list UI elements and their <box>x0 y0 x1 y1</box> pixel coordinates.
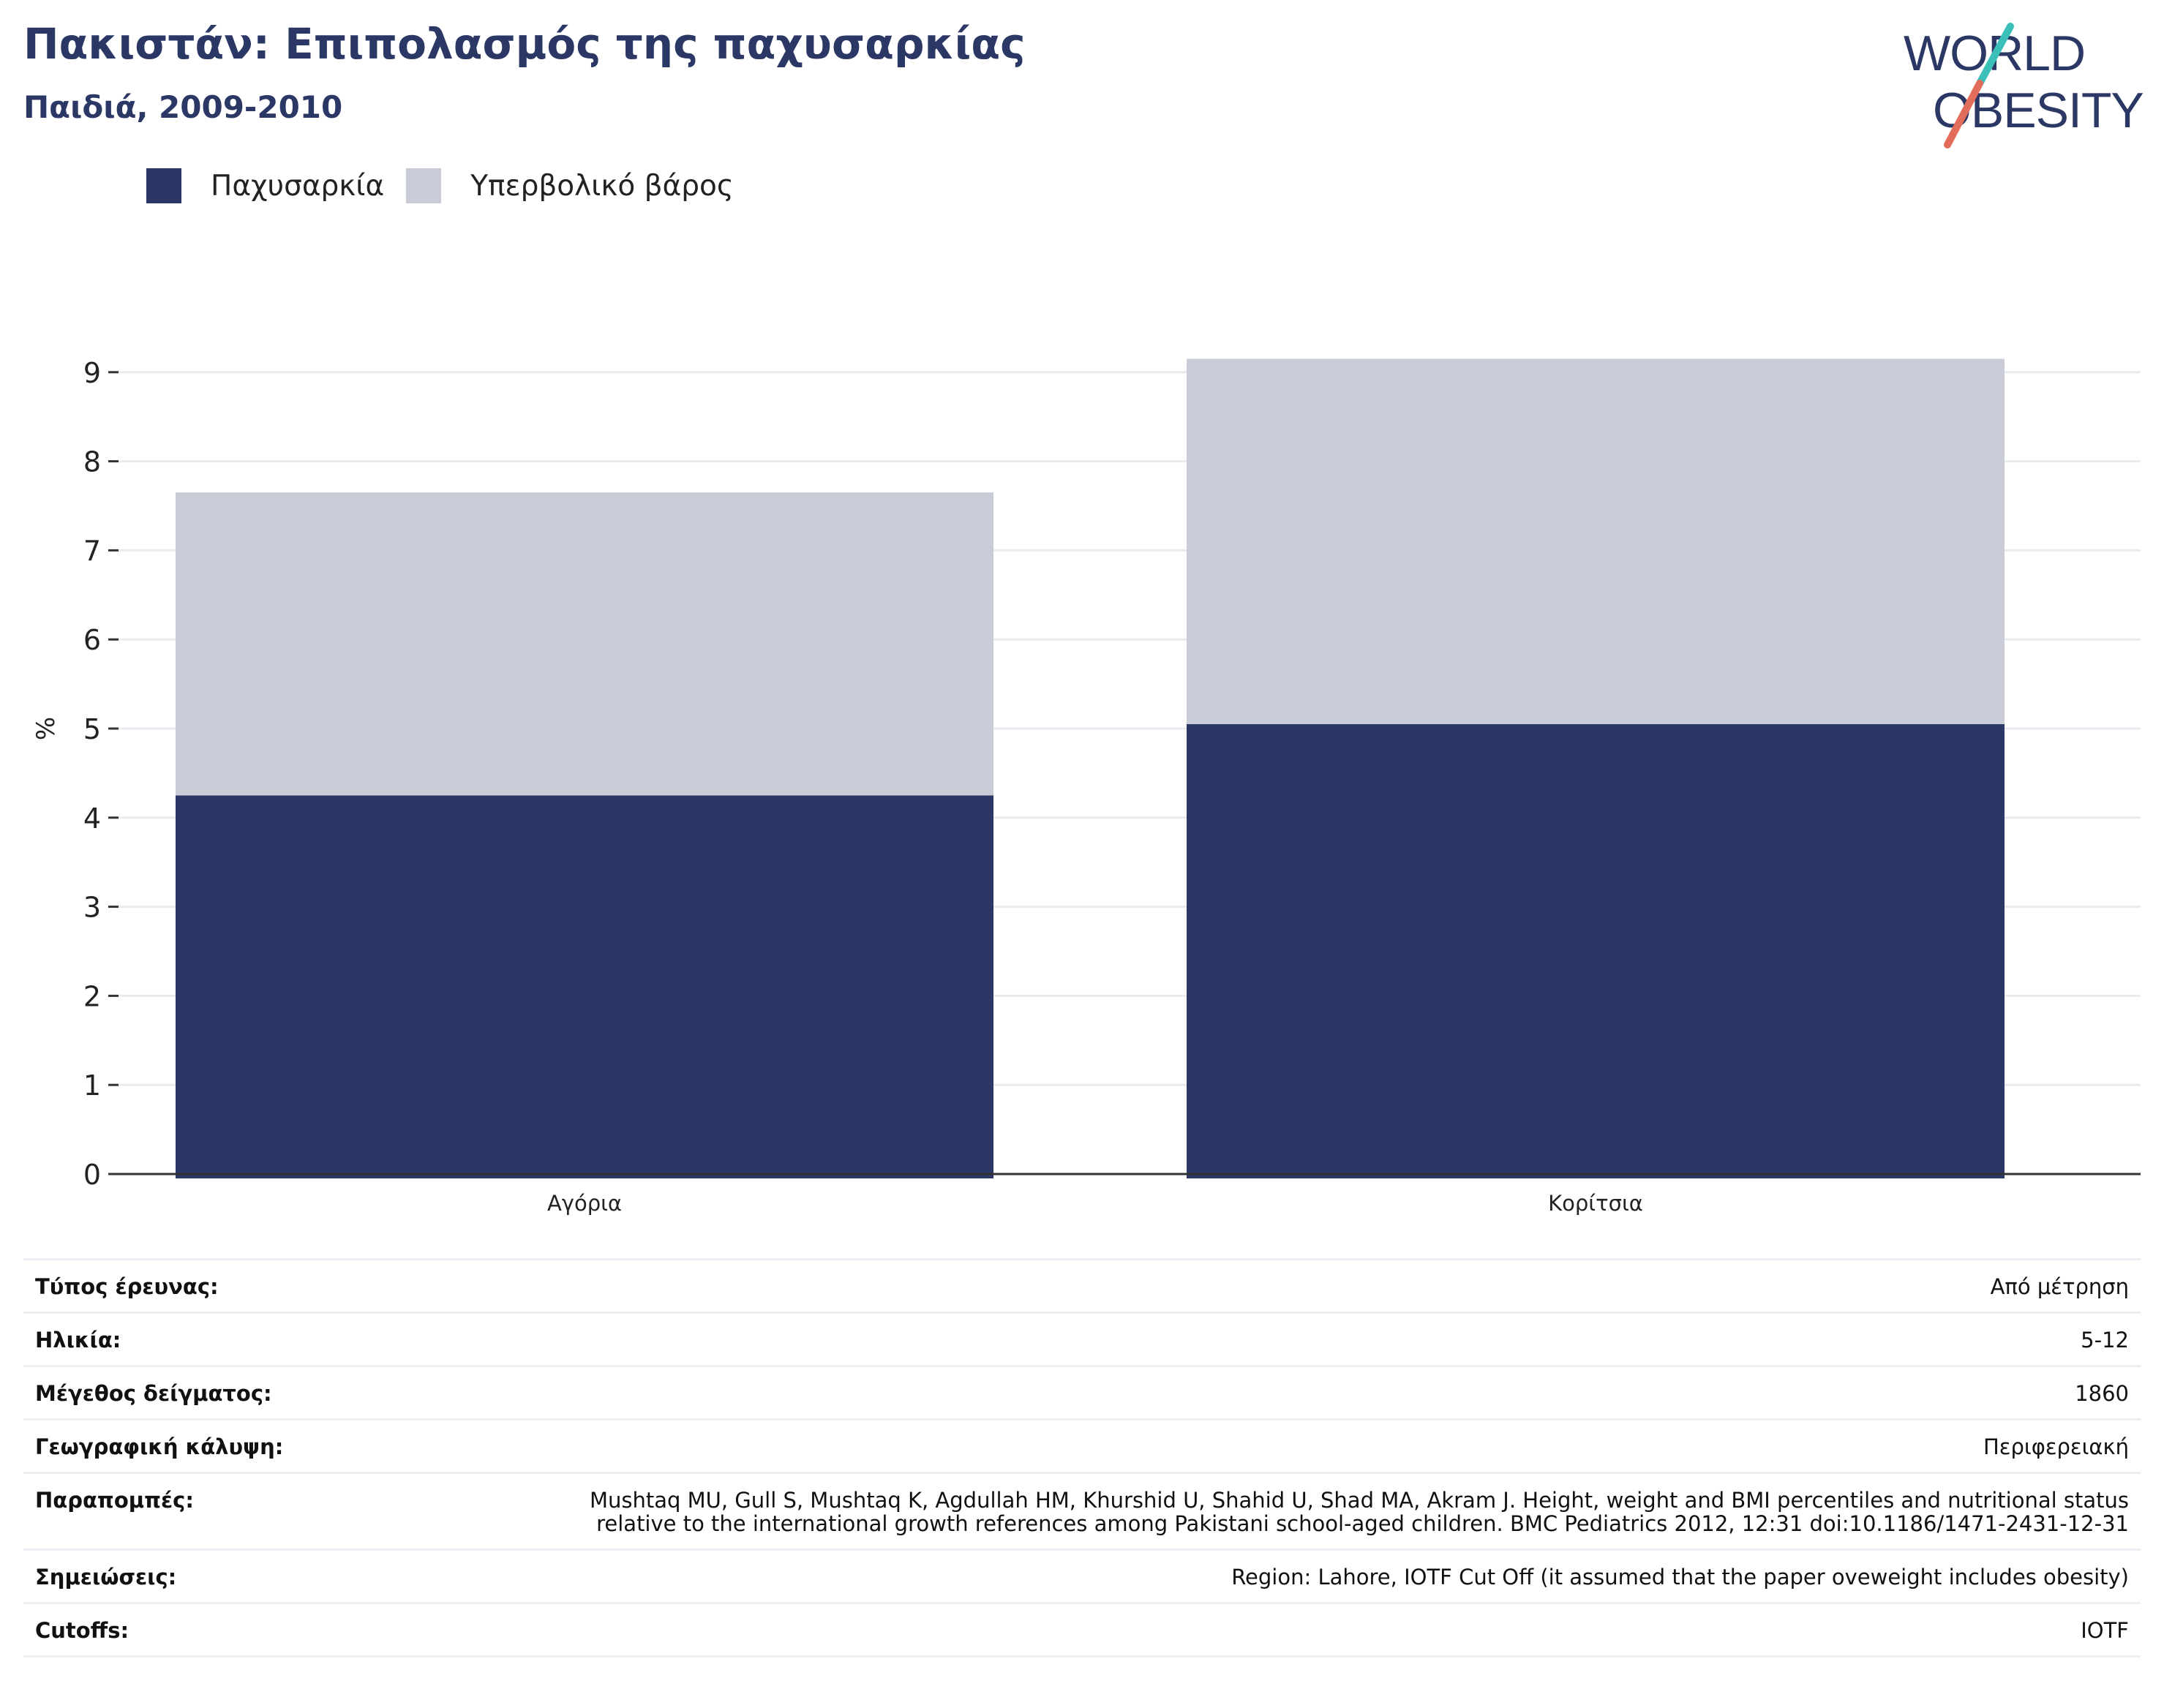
details-row: Cutoffs: IOTF <box>23 1602 2141 1658</box>
details-row: Παραπομπές: Mushtaq MU, Gull S, Mushtaq K… <box>23 1472 2141 1550</box>
logo-slash-coral <box>1944 80 1983 148</box>
y-axis-label: % <box>31 717 61 740</box>
details-value: IOTF <box>559 1602 2141 1658</box>
world-obesity-logo: WORLD OBESITY <box>1904 23 2144 148</box>
details-row: Ηλικία: 5-12 <box>23 1312 2141 1366</box>
y-tick-label: 9 <box>83 357 101 389</box>
y-tick-label: 4 <box>83 802 101 835</box>
y-tick-label: 6 <box>83 624 101 656</box>
details-value: Περιφερειακή <box>559 1418 2141 1473</box>
details-key: Τύπος έρευνας: <box>23 1258 559 1313</box>
details-value: Mushtaq MU, Gull S, Mushtaq K, Agdullah … <box>559 1472 2141 1550</box>
details-key: Ηλικία: <box>23 1312 559 1366</box>
details-key: Γεωγραφική κάλυψη: <box>23 1418 559 1473</box>
bar-chart: 0 1 2 3 4 5 6 7 8 9% Αγόρια Κορίτσια <box>31 357 2141 1216</box>
x-tick-label: Κορίτσια <box>1548 1191 1643 1216</box>
y-tick-label: 8 <box>83 446 101 478</box>
bar-obesity <box>176 795 993 1178</box>
chart-subtitle: Παιδιά, 2009-2010 <box>23 89 343 125</box>
legend-swatch-overweight <box>406 168 442 203</box>
logo-slash-teal <box>1976 23 2014 87</box>
details-key: Σημειώσεις: <box>23 1549 559 1603</box>
details-key: Cutoffs: <box>23 1602 559 1658</box>
bar-overweight <box>176 492 993 796</box>
legend: Παχυσαρκία Υπερβολικό βάρος <box>146 168 756 203</box>
details-value: Από μέτρηση <box>559 1258 2141 1313</box>
legend-label-obesity: Παχυσαρκία <box>211 169 385 203</box>
legend-swatch-obesity <box>146 168 181 203</box>
y-tick-label: 0 <box>83 1159 101 1191</box>
details-row: Σημειώσεις: Region: Lahore, IOTF Cut Off … <box>23 1549 2141 1603</box>
bar-overweight <box>1187 358 2005 724</box>
details-row: Γεωγραφική κάλυψη: Περιφερειακή <box>23 1418 2141 1473</box>
legend-item-overweight: Υπερβολικό βάρος <box>406 168 734 203</box>
y-tick-label: 5 <box>83 713 101 745</box>
details-row: Μέγεθος δείγματος: 1860 <box>23 1365 2141 1420</box>
y-tick-label: 2 <box>83 980 101 1012</box>
y-tick-label: 1 <box>83 1069 101 1102</box>
chart-title: Πακιστάν: Επιπολασμός της παχυσαρκίας <box>23 19 1026 69</box>
details-table: Τύπος έρευνας: Από μέτρηση Ηλικία: 5-12 Μέγε… <box>23 1258 2141 1658</box>
details-value: 5-12 <box>559 1312 2141 1366</box>
bar-obesity <box>1187 723 2005 1178</box>
y-tick-label: 3 <box>83 892 101 924</box>
details-row: Τύπος έρευνας: Από μέτρηση <box>23 1258 2141 1313</box>
details-key: Παραπομπές: <box>23 1472 559 1550</box>
details-value: Region: Lahore, IOTF Cut Off (it assumed… <box>559 1549 2141 1603</box>
y-tick-label: 7 <box>83 535 101 567</box>
x-tick-label: Αγόρια <box>547 1191 622 1216</box>
details-value: 1860 <box>559 1365 2141 1420</box>
legend-item-obesity: Παχυσαρκία <box>146 168 384 203</box>
legend-label-overweight: Υπερβολικό βάρος <box>470 169 734 203</box>
details-key: Μέγεθος δείγματος: <box>23 1365 559 1420</box>
